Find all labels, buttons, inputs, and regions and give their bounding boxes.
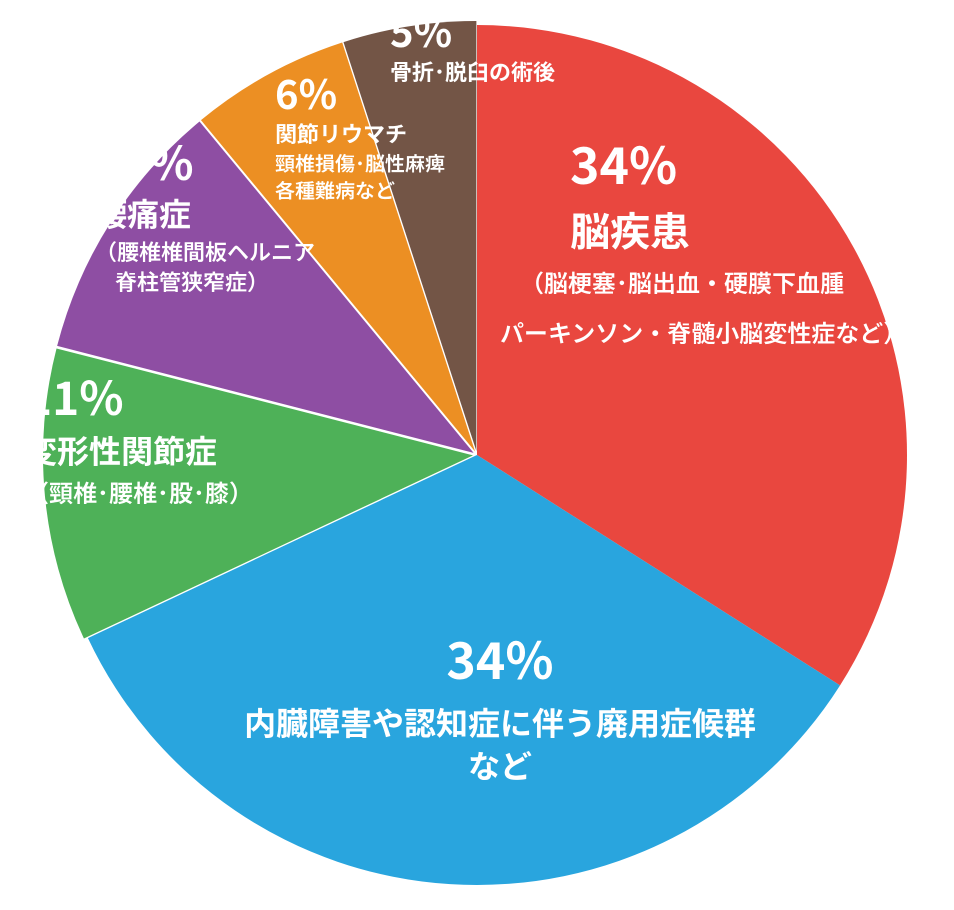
pie-svg bbox=[0, 0, 954, 910]
pie-chart: 34% 脳疾患 （脳梗塞･脳出血・硬膜下血腫 パーキンソン・脊髄小脳変性症など）… bbox=[0, 0, 954, 910]
